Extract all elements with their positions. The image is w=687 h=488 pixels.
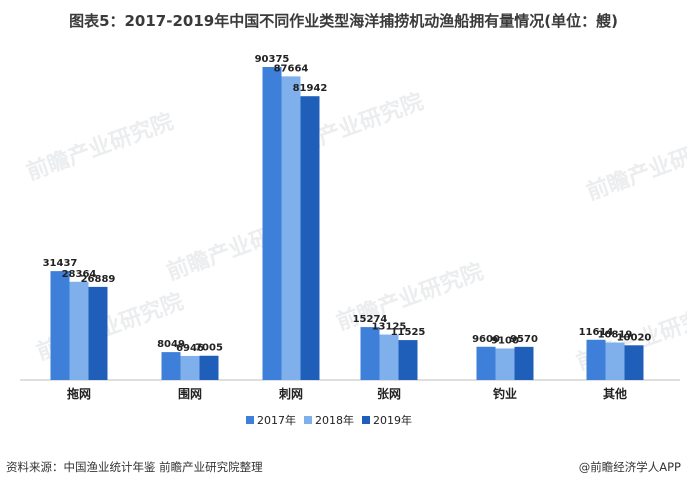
bar-value-label: 87664	[274, 63, 309, 74]
bar-value-label: 9600	[472, 334, 500, 345]
bar-value-label: 15274	[353, 314, 388, 325]
bar-围网-2019年	[199, 355, 219, 380]
bar-value-label: 28364	[62, 269, 97, 280]
bar-刺网-2019年	[300, 96, 320, 380]
bar-value-label: 11614	[579, 327, 614, 338]
bar-张网-2018年	[379, 334, 399, 380]
bar-钓业-2017年	[476, 346, 496, 380]
brand-note: @前瞻经济学人APP	[578, 460, 681, 474]
bar-value-label: 10020	[617, 332, 652, 343]
bar-其他-2017年	[586, 339, 606, 380]
bar-张网-2017年	[360, 327, 380, 380]
category-labels-group: 拖网 围网 刺网 张网 钓业 其他	[67, 386, 627, 401]
bar-拖网-2018年	[69, 281, 89, 380]
legend-swatch	[304, 416, 312, 424]
bar-拖网-2019年	[88, 286, 108, 380]
bar-其他-2018年	[605, 342, 625, 380]
category-label: 拖网	[67, 386, 91, 401]
legend-label: 2019年	[373, 413, 412, 427]
category-label: 围网	[178, 386, 202, 401]
category-label: 张网	[377, 386, 401, 401]
bar-钓业-2019年	[514, 346, 534, 380]
category-label: 钓业	[493, 386, 517, 401]
category-label: 刺网	[278, 386, 303, 401]
bar-value-label: 6946	[176, 343, 204, 354]
bar-value-label: 9100	[491, 335, 519, 346]
legend-label: 2017年	[257, 413, 296, 427]
chart-title: 图表5：2017-2019年中国不同作业类型海洋捕捞机动渔船拥有量情况(单位：艘…	[69, 12, 618, 30]
bar-拖网-2017年	[50, 271, 70, 380]
bar-value-label: 11525	[391, 327, 426, 338]
bar-刺网-2017年	[262, 67, 282, 380]
bar-value-label: 90375	[255, 54, 290, 65]
source-note: 资料来源：中国渔业统计年鉴 前瞻产业研究院整理	[6, 460, 263, 474]
bar-value-label: 81942	[293, 83, 328, 94]
bar-刺网-2018年	[281, 76, 301, 381]
bars-group	[50, 67, 644, 381]
bar-钓业-2018年	[495, 348, 515, 380]
bar-value-label: 10819	[598, 330, 633, 341]
bar-value-label: 26889	[81, 274, 116, 285]
bar-围网-2018年	[180, 355, 200, 380]
legend-label: 2018年	[315, 413, 354, 427]
watermark-text: 前瞻产业研究院	[583, 129, 687, 206]
legend: 2017年 2018年 2019年	[246, 413, 412, 427]
bar-其他-2019年	[624, 345, 644, 380]
watermark-text: 前瞻产业研究院	[23, 109, 177, 186]
bar-value-label: 13125	[372, 322, 407, 333]
bar-value-label: 31437	[43, 258, 78, 269]
bar-value-label: 7005	[195, 343, 223, 354]
category-label: 其他	[603, 386, 627, 401]
bar-张网-2019年	[398, 340, 418, 380]
legend-swatch	[246, 416, 254, 424]
bar-value-label: 8049	[157, 339, 185, 350]
legend-swatch	[362, 416, 370, 424]
bar-围网-2017年	[161, 352, 181, 380]
bar-value-label: 9570	[510, 334, 538, 345]
